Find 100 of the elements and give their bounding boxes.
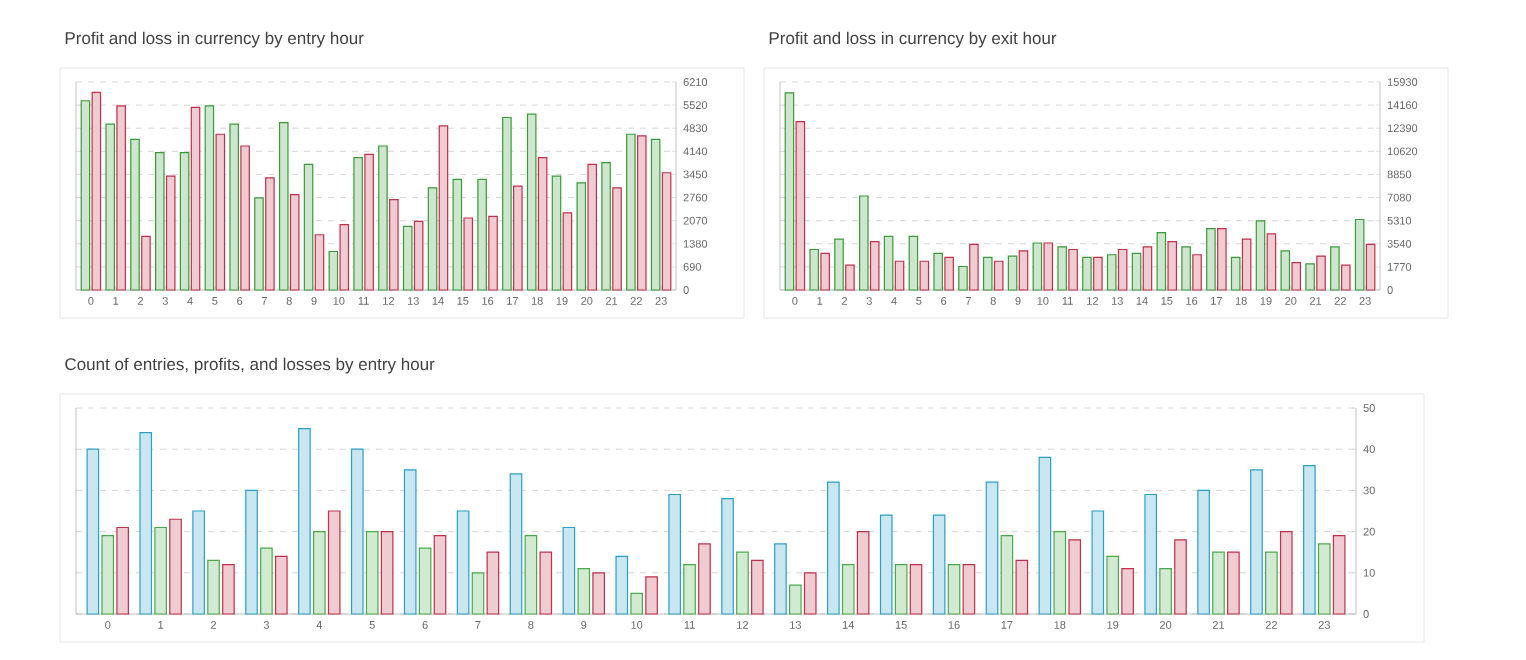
bar	[427, 187, 438, 291]
bar	[80, 100, 91, 291]
bar	[298, 428, 311, 615]
bar	[1317, 543, 1331, 615]
bar	[1106, 254, 1117, 291]
bar	[1212, 551, 1225, 615]
bar	[274, 555, 288, 615]
bar	[1167, 241, 1178, 291]
bar	[502, 116, 512, 291]
bar	[626, 133, 636, 291]
bar	[962, 563, 976, 615]
bar	[612, 187, 622, 291]
bar	[982, 256, 993, 291]
bar	[1354, 218, 1365, 291]
bar	[204, 105, 215, 291]
bar	[438, 125, 449, 291]
bar	[1144, 493, 1158, 615]
bar	[101, 535, 115, 615]
bar	[820, 252, 830, 291]
bar	[645, 576, 658, 615]
bar	[165, 175, 176, 291]
bar	[413, 220, 424, 291]
bar	[587, 163, 598, 291]
bar	[1230, 256, 1241, 291]
bar	[278, 121, 289, 291]
bar	[883, 235, 894, 291]
bar	[668, 493, 681, 615]
bar	[1341, 264, 1351, 291]
bar	[1217, 228, 1227, 291]
bar	[1241, 238, 1252, 291]
bar	[698, 543, 711, 615]
bar	[260, 547, 273, 615]
bar	[477, 178, 487, 291]
bar	[650, 138, 661, 291]
bar	[486, 551, 500, 615]
bar	[947, 563, 961, 615]
bar	[105, 123, 116, 291]
bar	[365, 531, 379, 615]
bar	[1117, 248, 1128, 291]
bar	[433, 535, 447, 615]
bar	[1330, 246, 1340, 291]
chart-title: Profit and loss in currency by exit hour	[769, 31, 1057, 48]
bar	[1142, 246, 1153, 291]
bar	[418, 547, 432, 615]
bar	[683, 563, 696, 615]
bar	[1197, 489, 1210, 615]
bar	[190, 106, 201, 291]
bar	[116, 526, 129, 615]
bar	[389, 198, 399, 291]
bar	[254, 197, 264, 291]
bar	[1057, 246, 1067, 291]
bar	[1015, 559, 1029, 615]
bar	[1000, 535, 1014, 615]
bar	[637, 135, 647, 291]
bar	[222, 563, 235, 615]
bar	[265, 177, 275, 291]
bar	[1265, 551, 1278, 615]
bar	[539, 551, 553, 615]
bar	[1156, 231, 1167, 291]
bar	[894, 260, 905, 291]
bar	[795, 120, 806, 291]
bar	[1121, 568, 1134, 615]
bar	[1255, 220, 1266, 291]
bar	[1068, 248, 1078, 291]
bar	[215, 133, 226, 291]
bar	[154, 526, 167, 615]
bar	[130, 138, 140, 291]
bar	[1082, 256, 1092, 291]
bar	[1091, 510, 1105, 615]
bar	[721, 498, 734, 615]
bar	[328, 250, 339, 291]
chart-title: Profit and loss in currency by entry hour	[65, 31, 364, 48]
bar	[314, 234, 325, 291]
bar	[1053, 531, 1067, 615]
bar	[229, 123, 239, 291]
bar	[944, 256, 954, 291]
bar	[1093, 256, 1103, 291]
bar	[789, 584, 802, 615]
bar	[969, 243, 979, 291]
bar	[524, 535, 538, 615]
bar	[993, 260, 1004, 291]
bar	[577, 568, 591, 615]
bar	[116, 105, 126, 291]
bar	[471, 572, 485, 615]
bar	[1174, 539, 1187, 615]
bar	[736, 551, 749, 615]
bar	[378, 145, 388, 291]
bar	[141, 235, 151, 291]
chart-title: Count of entries, profits, and losses by entry hour	[65, 357, 435, 374]
bar	[303, 163, 314, 291]
bar	[894, 563, 908, 615]
bar	[402, 225, 413, 291]
bar	[932, 514, 946, 615]
bar	[909, 563, 923, 615]
bar	[1043, 242, 1054, 291]
bar	[1159, 568, 1172, 615]
bar	[169, 518, 182, 615]
bar	[526, 113, 537, 291]
bar	[958, 265, 968, 291]
bar	[827, 481, 840, 615]
